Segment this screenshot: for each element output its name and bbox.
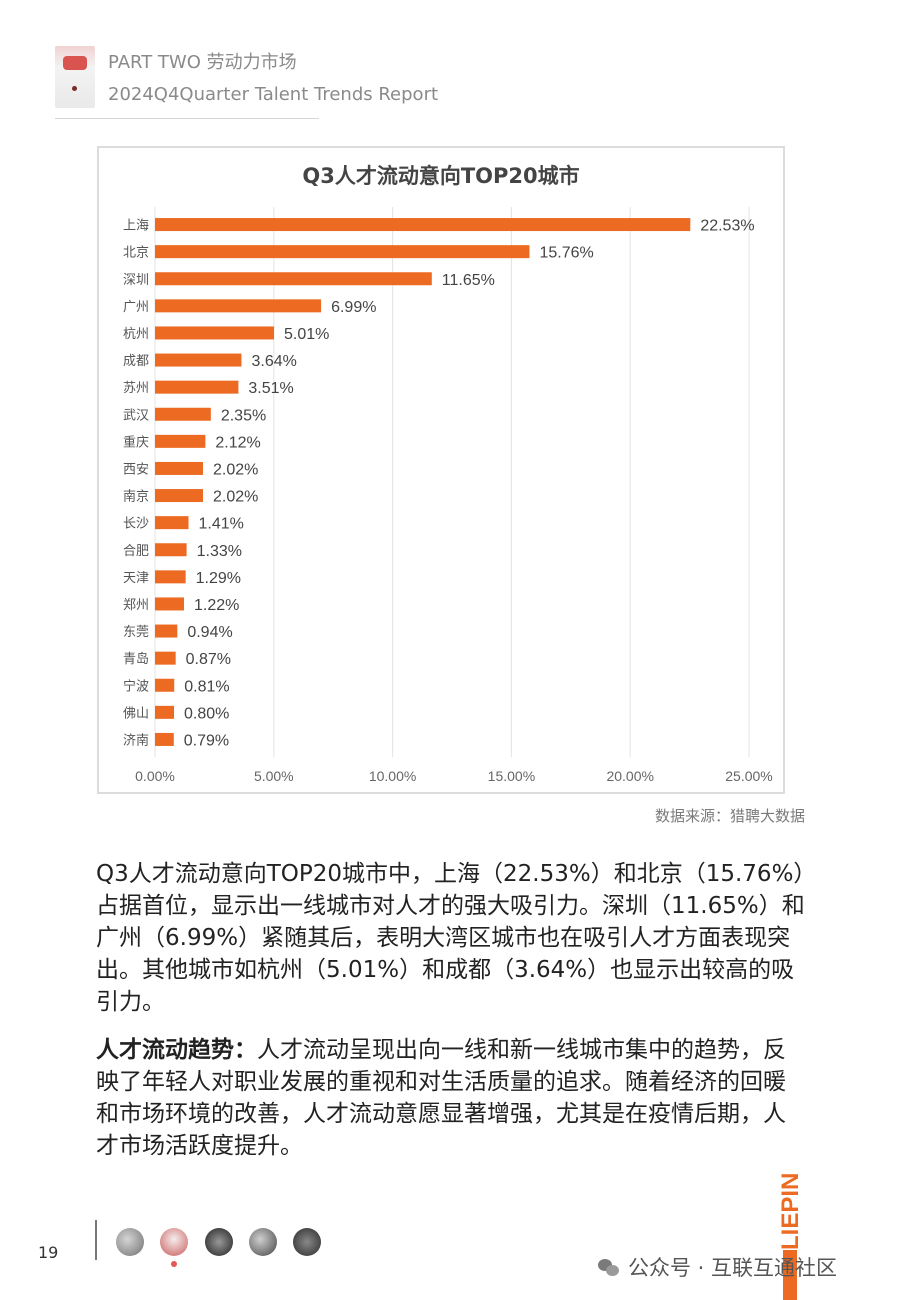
category-label: 北京 [123,246,149,261]
category-label: 佛山 [123,706,149,721]
value-label: 0.94% [187,624,232,641]
category-label: 南京 [123,489,149,505]
x-tick-label: 20.00% [606,768,653,784]
bar [155,597,184,611]
category-label: 成都 [123,354,149,369]
data-source-note: 数据来源：猎聘大数据 [654,807,805,825]
report-subtitle: 2024Q4Quarter Talent Trends Report [108,84,439,105]
value-label: 1.33% [197,543,242,560]
bar [155,218,691,232]
page-header: PART TWO 劳动力市场 2024Q4Quarter Talent Tren… [55,42,475,122]
bar [155,407,211,421]
category-label: 广州 [123,300,149,315]
value-label: 0.79% [184,732,229,749]
category-label: 济南 [123,732,149,748]
value-label: 2.02% [213,461,258,478]
value-label: 2.02% [213,489,258,506]
value-label: 3.64% [251,353,296,370]
chart-title: Q3人才流动意向TOP20城市 [302,164,580,188]
category-label: 宁波 [123,678,149,694]
section-title: PART TWO 劳动力市场 [108,52,297,73]
value-label: 5.01% [284,326,329,343]
summary-paragraph: Q3人才流动意向TOP20城市中，上海（22.53%）和北京（15.76%）占据… [96,861,805,1015]
value-label: 22.53% [700,218,754,235]
brand-logo-text: LIEPIN [777,1173,804,1250]
page-number: 19 [38,1243,59,1262]
category-label: 青岛 [123,651,149,667]
chapter-thumbnail-5[interactable] [293,1228,321,1256]
value-label: 0.80% [184,705,229,722]
bar-chart: 0.00% 5.00% 10.00% 15.00% 20.00% 25.00% 上海 22.5… [123,207,773,784]
trend-paragraph-text: 人才流动呈现出向一线和新一线城市集中的趋势，反映了年轻人对职业发展的重视和对生活… [96,1037,786,1159]
bar [155,678,175,692]
category-label: 西安 [123,462,149,477]
x-tick-label: 0.00% [135,768,175,784]
bar [155,461,203,475]
bar [155,732,174,746]
value-label: 0.87% [186,651,231,668]
bar [155,570,186,584]
bar [155,353,242,367]
category-label: 郑州 [123,598,149,613]
wechat-watermark: 公众号 · 互联互通社区 [598,1252,837,1282]
bar [155,380,239,394]
value-label: 6.99% [331,299,376,316]
chapter-thumbnail-1[interactable] [116,1228,144,1256]
x-tick-label: 15.00% [488,768,535,784]
value-label: 15.76% [539,245,593,262]
category-label: 东莞 [123,625,149,640]
x-tick-label: 25.00% [725,768,772,784]
chart-frame: Q3人才流动意向TOP20城市 0.00% 5.00% 10.00% 15.00% 20… [97,146,785,794]
x-tick-label: 5.00% [254,768,294,784]
category-label: 深圳 [123,273,149,288]
bar [155,326,275,340]
category-label: 杭州 [123,327,149,342]
active-chapter-indicator [171,1261,177,1267]
bar [155,705,175,719]
category-label: 长沙 [123,517,149,532]
trend-paragraph: 人才流动趋势：人才流动呈现出向一线和新一线城市集中的趋势，反映了年轻人对职业发展… [96,1034,808,1162]
bar [155,272,432,286]
footer-divider [95,1220,97,1260]
value-label: 2.12% [215,434,260,451]
category-label: 合肥 [123,544,149,559]
bar [155,299,322,313]
chapter-thumbnail-3[interactable] [205,1228,233,1256]
category-label: 天津 [123,571,149,586]
bar [155,543,187,557]
collar-shape [63,56,87,70]
value-label: 3.51% [248,380,293,397]
chapter-thumbnail-2[interactable] [160,1228,188,1256]
bar [155,516,189,530]
bar [155,651,176,665]
brand-accent-stripe [783,1250,797,1300]
header-thumbnail-image [55,46,95,108]
category-label: 苏州 [123,380,149,396]
value-label: 11.65% [442,272,495,289]
bar [155,489,203,503]
value-label: 0.81% [184,678,229,695]
bar [155,434,206,448]
watermark-text: 公众号 · 互联互通社区 [628,1256,838,1280]
value-label: 1.41% [199,516,244,533]
category-label: 重庆 [123,434,149,450]
value-label: 2.35% [221,407,266,424]
category-label: 武汉 [123,408,149,423]
value-label: 1.29% [196,570,241,587]
header-divider [55,118,319,119]
bar [155,245,530,259]
trend-paragraph-lead: 人才流动趋势： [96,1037,257,1063]
brand-logo-vertical: LIEPIN [777,1173,804,1250]
button-dot [72,86,77,91]
chapter-thumbnail-4[interactable] [249,1228,277,1256]
value-label: 1.22% [194,597,239,614]
x-tick-label: 10.00% [369,768,416,784]
wechat-icon [598,1257,620,1277]
category-label: 上海 [123,219,149,234]
bar [155,624,178,638]
